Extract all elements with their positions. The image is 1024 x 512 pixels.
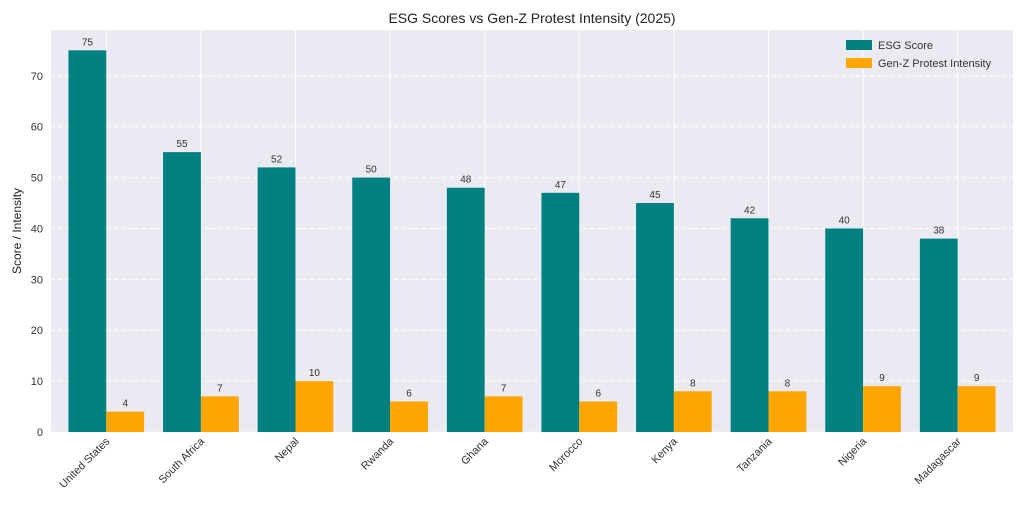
- y-tick-label: 60: [31, 122, 43, 134]
- bar-value-label: 52: [271, 154, 283, 165]
- bar-protest-intensity: [390, 401, 428, 432]
- x-tick-label: Tanzania: [735, 435, 775, 475]
- bar-protest-intensity: [106, 411, 145, 432]
- legend-label: Gen-Z Protest Intensity: [878, 58, 992, 70]
- x-tick-label: United States: [57, 435, 113, 491]
- bar-value-label: 8: [690, 378, 696, 389]
- bar-value-label: 75: [82, 37, 94, 48]
- bar-value-label: 42: [744, 205, 756, 216]
- x-tick-label: Kenya: [649, 435, 680, 466]
- bar-value-label: 47: [555, 180, 567, 191]
- bar-esg-score: [257, 167, 296, 433]
- bar-esg-score: [352, 177, 391, 432]
- x-tick-label: Ghana: [459, 435, 491, 467]
- bar-value-label: 9: [879, 373, 885, 384]
- x-tick-label: Rwanda: [359, 435, 397, 473]
- chart-title: ESG Scores vs Gen-Z Protest Intensity (2…: [388, 10, 675, 26]
- bars: [68, 50, 996, 433]
- y-tick-label: 40: [31, 223, 43, 235]
- bar-protest-intensity: [768, 391, 807, 432]
- legend-swatch: [846, 40, 872, 50]
- bar-value-label: 6: [595, 388, 601, 399]
- bar-value-label: 45: [649, 190, 661, 201]
- bar-protest-intensity: [673, 391, 712, 432]
- bar-value-label: 7: [217, 383, 223, 394]
- y-tick-label: 10: [31, 376, 43, 388]
- bar-value-label: 7: [501, 383, 507, 394]
- legend-swatch: [846, 58, 872, 68]
- bar-value-label: 48: [460, 175, 472, 186]
- y-axis-label: Score / Intensity: [10, 188, 24, 274]
- bar-value-label: 50: [366, 165, 378, 176]
- y-tick-label: 70: [31, 71, 43, 83]
- bar-value-label: 38: [933, 226, 945, 237]
- bar-esg-score: [446, 187, 485, 432]
- bar-esg-score: [68, 50, 107, 432]
- bar-protest-intensity: [295, 381, 334, 432]
- bar-value-label: 9: [974, 373, 980, 384]
- y-tick-label: 20: [31, 325, 43, 337]
- bar-value-label: 8: [785, 378, 791, 389]
- bar-value-label: 40: [839, 215, 851, 226]
- legend: ESG Score Gen-Z Protest Intensity: [846, 40, 992, 70]
- bar-protest-intensity: [957, 386, 996, 432]
- y-axis-ticks: 0 10 20 30 40 50 60 70: [31, 71, 43, 439]
- bar-value-label: 55: [176, 139, 188, 150]
- bar-protest-intensity: [484, 396, 523, 432]
- legend-label: ESG Score: [878, 40, 933, 52]
- bar-esg-score: [636, 203, 674, 432]
- bar-protest-intensity: [579, 401, 618, 432]
- bar-value-label: 10: [309, 368, 321, 379]
- bar-protest-intensity: [863, 386, 901, 432]
- y-tick-label: 50: [31, 173, 43, 185]
- bar-value-label: 6: [406, 388, 412, 399]
- y-tick-label: 30: [31, 274, 43, 286]
- x-axis-ticks: United States South Africa Nepal Rwanda Ghan…: [57, 435, 964, 491]
- x-tick-label: Morocco: [547, 436, 585, 474]
- x-tick-label: South Africa: [157, 435, 208, 486]
- bar-protest-intensity: [200, 396, 239, 432]
- bar-esg-score: [919, 238, 958, 432]
- bar-value-label: 4: [122, 399, 128, 410]
- bar-esg-score: [163, 152, 201, 432]
- bar-esg-score: [825, 228, 864, 432]
- x-tick-label: Madagascar: [913, 435, 965, 487]
- bar-esg-score: [730, 218, 769, 432]
- x-tick-label: Nepal: [273, 436, 302, 465]
- y-tick-label: 0: [37, 427, 43, 439]
- x-tick-label: Nigeria: [836, 435, 870, 469]
- bar-esg-score: [541, 192, 580, 432]
